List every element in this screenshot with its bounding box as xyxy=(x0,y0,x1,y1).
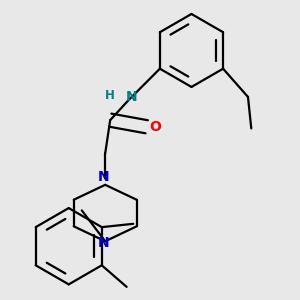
Text: N: N xyxy=(126,90,138,104)
Text: O: O xyxy=(149,120,161,134)
Text: N: N xyxy=(98,236,109,250)
Text: H: H xyxy=(105,89,115,102)
Text: N: N xyxy=(98,169,109,184)
